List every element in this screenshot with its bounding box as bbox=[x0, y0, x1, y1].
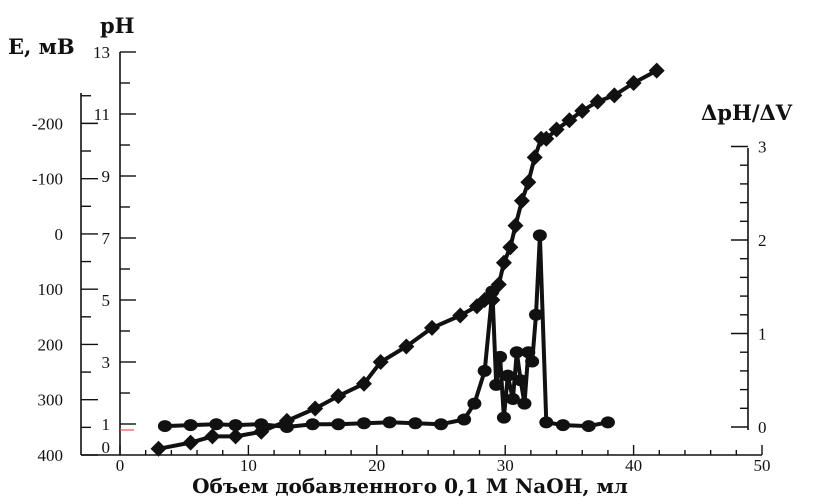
circle-point bbox=[183, 419, 198, 432]
x-tick-label: 20 bbox=[368, 456, 385, 475]
e-tick-label: -100 bbox=[32, 170, 63, 189]
diamond-point bbox=[502, 239, 519, 256]
diamond-point bbox=[452, 307, 469, 324]
diamond-point bbox=[507, 217, 524, 234]
circle-point bbox=[408, 417, 423, 430]
axes bbox=[80, 52, 762, 456]
diamond-point bbox=[398, 338, 415, 355]
circle-point bbox=[509, 346, 524, 359]
diamond-point bbox=[606, 87, 623, 104]
diamond-point bbox=[526, 149, 543, 166]
ph-axis-title: pH bbox=[100, 13, 135, 38]
circle-point bbox=[457, 413, 472, 426]
circle-point bbox=[279, 421, 294, 433]
series-diamond-line bbox=[156, 68, 659, 451]
e-axis-ticks: -200 -100 0 100 200 300 400 bbox=[32, 95, 98, 465]
series-layer bbox=[150, 62, 665, 457]
diamond-point bbox=[561, 112, 578, 129]
x-tick-label: 10 bbox=[240, 456, 257, 475]
dph-axis-title: ΔpH/ΔV bbox=[701, 100, 793, 125]
x-tick-label: 30 bbox=[497, 456, 514, 475]
circle-point bbox=[493, 350, 508, 363]
circle-point bbox=[477, 364, 492, 377]
diamond-point bbox=[424, 319, 441, 336]
dph-tick-label: 1 bbox=[758, 325, 767, 344]
e-tick-label: 400 bbox=[38, 446, 64, 465]
diamond-point bbox=[330, 388, 347, 405]
dph-axis-ticks: 0 1 2 3 bbox=[731, 138, 767, 437]
circle-point bbox=[157, 420, 172, 433]
diamond-point bbox=[625, 75, 642, 91]
circle-point bbox=[600, 416, 615, 429]
x-axis-title: Объем добавленного 0,1 М NaOH, мл bbox=[192, 474, 628, 497]
circle-point bbox=[228, 419, 243, 432]
diamond-point bbox=[538, 130, 555, 147]
diamond-point bbox=[574, 102, 591, 119]
e-tick-label: 0 bbox=[55, 225, 64, 244]
dph-tick-label: 3 bbox=[758, 138, 767, 157]
x-tick-label: 50 bbox=[754, 456, 771, 475]
ph-tick-label: 13 bbox=[93, 43, 110, 62]
diamond-point bbox=[307, 400, 324, 417]
e-tick-label: 200 bbox=[38, 335, 64, 354]
circle-point bbox=[209, 418, 224, 431]
dph-tick-label: 2 bbox=[758, 231, 767, 250]
e-tick-label: 100 bbox=[38, 280, 64, 299]
diamond-point bbox=[355, 375, 372, 392]
dph-tick-label: 0 bbox=[758, 418, 767, 437]
diamond-point bbox=[182, 434, 199, 451]
circle-point bbox=[467, 397, 482, 410]
x-tick-label: 40 bbox=[625, 456, 642, 475]
diamond-point bbox=[204, 428, 221, 445]
circle-point bbox=[331, 418, 346, 431]
diamond-point bbox=[495, 254, 512, 271]
ph-tick-label: 5 bbox=[102, 291, 111, 310]
circle-point bbox=[505, 392, 520, 405]
circle-point bbox=[485, 285, 500, 298]
e-tick-label: -200 bbox=[32, 114, 63, 133]
circle-point bbox=[305, 418, 320, 431]
ph-tick-label: 11 bbox=[94, 105, 110, 124]
circle-point bbox=[525, 355, 540, 368]
circle-point bbox=[513, 374, 528, 387]
x-axis-ticks: 0 10 20 30 40 50 bbox=[116, 445, 771, 475]
series-circle-line bbox=[162, 233, 610, 429]
ph-tick-label: 7 bbox=[102, 229, 111, 248]
diamond-point bbox=[520, 174, 537, 191]
circle-point bbox=[521, 346, 536, 359]
circle-point bbox=[529, 308, 544, 321]
circle-point bbox=[581, 420, 596, 433]
diamond-point bbox=[589, 93, 606, 110]
ph-zero-label: 0 bbox=[102, 438, 111, 457]
diamond-point bbox=[150, 440, 167, 457]
diamond-point bbox=[513, 192, 530, 209]
e-axis-title: Е, мВ bbox=[8, 34, 75, 59]
x-tick-label: 0 bbox=[116, 456, 125, 475]
circle-point bbox=[555, 419, 570, 432]
ph-tick-label: 1 bbox=[102, 415, 111, 434]
circle-point bbox=[500, 369, 515, 382]
circle-point bbox=[532, 229, 547, 242]
circle-point bbox=[382, 416, 397, 429]
ph-tick-label: 3 bbox=[102, 353, 111, 372]
circle-point bbox=[434, 418, 448, 431]
diamond-point bbox=[372, 354, 389, 370]
circle-point bbox=[496, 411, 511, 424]
circle-point bbox=[489, 378, 504, 391]
circle-point bbox=[254, 418, 269, 431]
circle-point bbox=[356, 417, 371, 430]
ph-tick-label: 9 bbox=[102, 167, 111, 186]
diamond-point bbox=[648, 62, 665, 79]
circle-point bbox=[517, 397, 532, 410]
e-tick-label: 300 bbox=[38, 391, 64, 410]
circle-point bbox=[539, 416, 554, 429]
diamond-point bbox=[227, 428, 244, 445]
diamond-point bbox=[548, 121, 565, 138]
